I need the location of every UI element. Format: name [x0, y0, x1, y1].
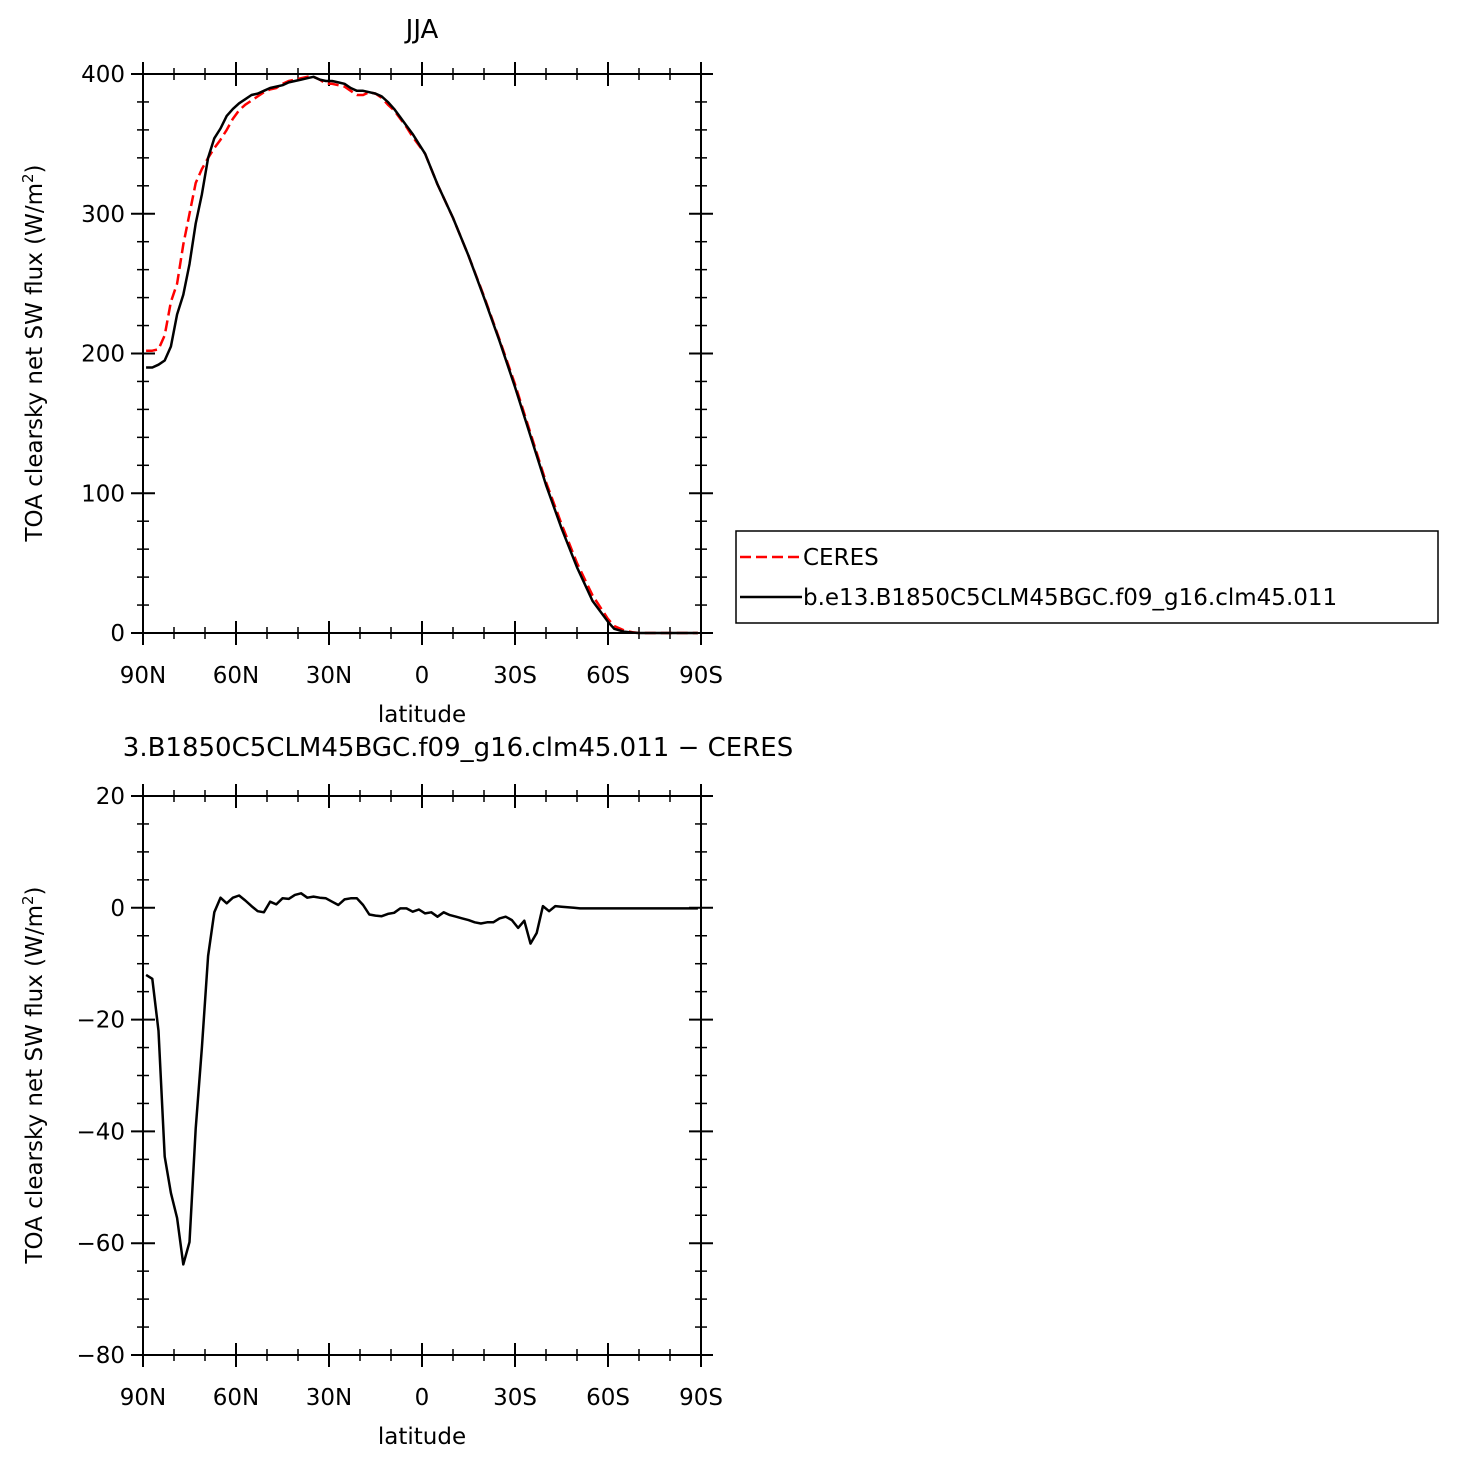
y-tick-label: −80	[76, 1343, 125, 1369]
y-tick-label: 400	[81, 62, 125, 88]
x-tick-label: 0	[415, 663, 430, 689]
y-tick-label: −20	[76, 1008, 125, 1034]
plot-frame	[142, 73, 702, 634]
x-axis-ticks: 90N 60N 30N 0 30S 60S 90S	[120, 62, 723, 689]
x-tick-label: 30S	[493, 1385, 537, 1411]
x-axis-label: latitude	[378, 1424, 466, 1450]
x-tick-label: 30N	[306, 1385, 352, 1411]
y-axis-ticks: −80 −60 −40 −20 0 20	[76, 784, 713, 1369]
legend: CERES b.e13.B1850C5CLM45BGC.f09_g16.clm4…	[735, 530, 1439, 624]
y-tick-label: 100	[81, 481, 125, 507]
x-tick-label: 30N	[306, 663, 352, 689]
y-tick-label: −40	[76, 1119, 125, 1145]
x-tick-label: 60N	[213, 663, 259, 689]
x-tick-label: 60N	[213, 1385, 259, 1411]
x-tick-label: 90N	[120, 663, 166, 689]
series-line-0-1	[146, 75, 698, 635]
plot-lines	[145, 892, 698, 1266]
y-tick-label: 0	[110, 621, 125, 647]
chart-title: JJA	[404, 15, 439, 45]
y-tick-label: 0	[110, 896, 125, 922]
y-axis-label: TOA clearsky net SW flux (W/m2)	[19, 164, 48, 542]
bottom-chart: 3.B1850C5CLM45BGC.f09_g16.clm45.011 − CE…	[19, 733, 793, 1450]
legend-label-ceres: CERES	[803, 545, 879, 571]
series-line-1-0	[145, 892, 698, 1266]
x-tick-label: 90S	[679, 1385, 723, 1411]
series-line-0-0	[146, 75, 698, 635]
x-tick-label: 0	[415, 1385, 430, 1411]
x-tick-label: 60S	[586, 1385, 630, 1411]
y-tick-label: 200	[81, 342, 125, 368]
plot-frame	[142, 795, 702, 1356]
x-tick-label: 90N	[120, 1385, 166, 1411]
y-axis-label: TOA clearsky net SW flux (W/m2)	[19, 886, 48, 1264]
plot-lines	[146, 75, 698, 635]
x-axis-label: latitude	[378, 702, 466, 728]
y-axis-ticks: 0 100 200 300 400	[81, 62, 713, 647]
y-tick-label: 300	[81, 202, 125, 228]
legend-label-model: b.e13.B1850C5CLM45BGC.f09_g16.clm45.011	[803, 585, 1337, 611]
y-tick-label: 20	[96, 784, 125, 810]
top-chart: JJA 0 100 200 300 400 90N 60N 30N 0 30S 60S 90S la…	[19, 15, 723, 728]
y-tick-label: −60	[76, 1231, 125, 1257]
legend-box	[735, 530, 1439, 624]
chart-title: 3.B1850C5CLM45BGC.f09_g16.clm45.011 − CE…	[123, 733, 793, 763]
x-tick-label: 90S	[679, 663, 723, 689]
x-tick-label: 30S	[493, 663, 537, 689]
x-tick-label: 60S	[586, 663, 630, 689]
x-axis-ticks: 90N 60N 30N 0 30S 60S 90S	[120, 784, 723, 1411]
